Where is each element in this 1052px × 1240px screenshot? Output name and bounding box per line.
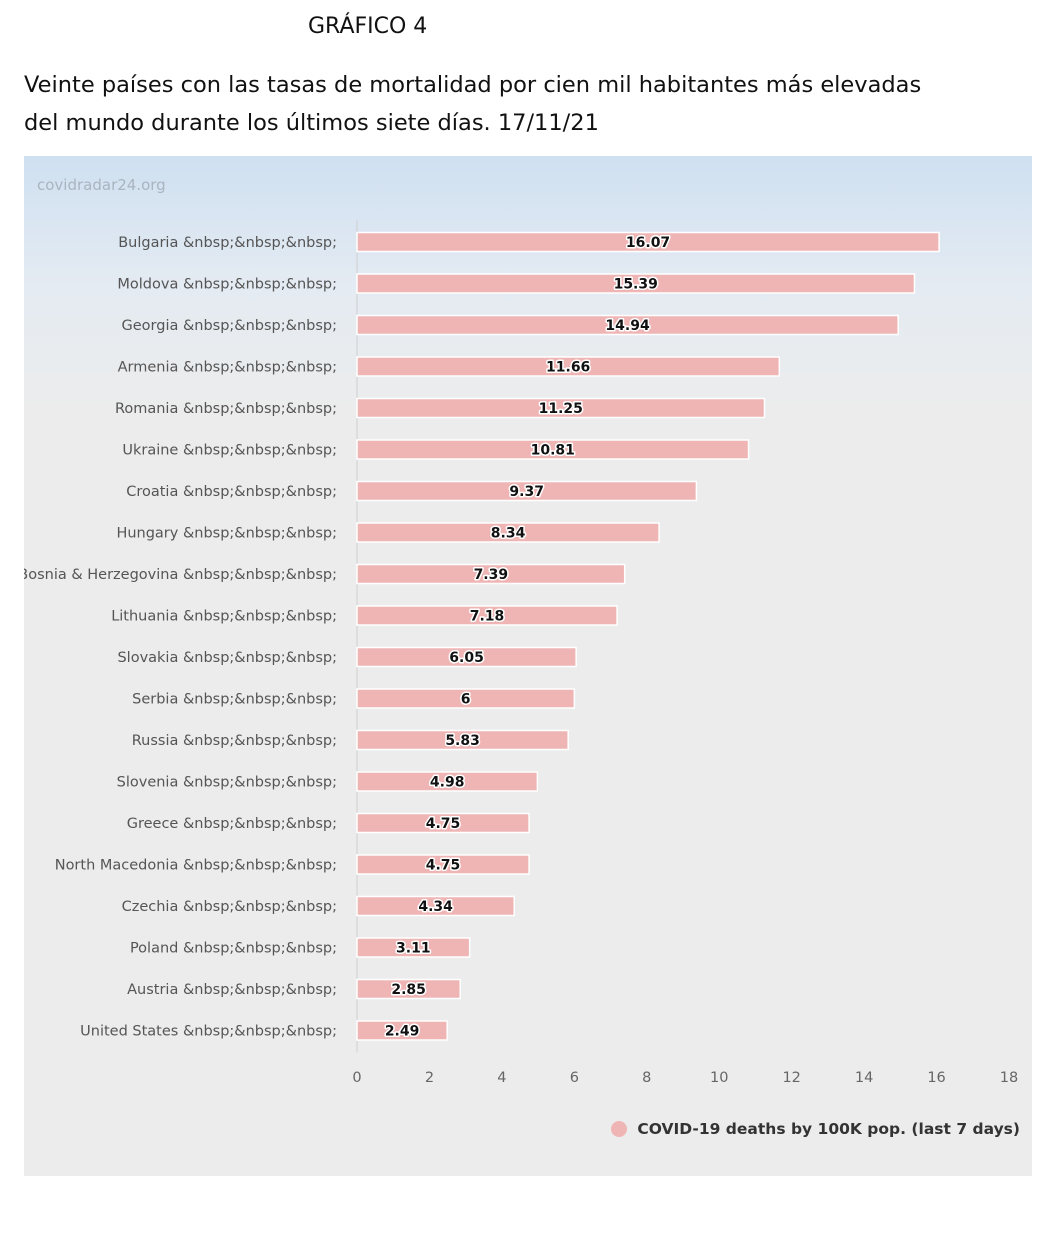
data-label: 8.34 xyxy=(491,526,526,542)
bar xyxy=(356,646,577,668)
bar xyxy=(356,854,530,875)
data-label: 14.94 xyxy=(605,318,650,334)
category-label: United States &nbsp;&nbsp;&nbsp; xyxy=(80,1024,337,1040)
category-label: Czechia &nbsp;&nbsp;&nbsp; xyxy=(122,899,337,915)
bar xyxy=(356,937,471,958)
data-label: 7.18 xyxy=(470,609,505,625)
chart-subtitle: Veinte países con las tasas de mortalida… xyxy=(24,66,1024,142)
data-label: 6.05 xyxy=(449,650,484,666)
category-label: Bosnia & Herzegovina &nbsp;&nbsp;&nbsp; xyxy=(24,567,337,583)
x-tick-label: 18 xyxy=(1000,1070,1018,1086)
data-label: 9.37 xyxy=(509,484,544,500)
legend-label: COVID-19 deaths by 100K pop. (last 7 day… xyxy=(637,1120,1020,1138)
bar xyxy=(356,771,539,792)
subtitle-line-1: Veinte países con las tasas de mortalida… xyxy=(24,72,922,98)
bar xyxy=(356,314,899,336)
bar xyxy=(356,480,698,502)
data-label: 2.85 xyxy=(391,982,426,998)
bar xyxy=(356,729,569,751)
x-tick-label: 0 xyxy=(352,1070,361,1086)
chart-panel: covidradar24.org Bulgaria &nbsp;&nbsp;&n… xyxy=(24,156,1032,1176)
data-label: 6 xyxy=(461,692,471,708)
category-label: Russia &nbsp;&nbsp;&nbsp; xyxy=(132,733,337,749)
category-label: Greece &nbsp;&nbsp;&nbsp; xyxy=(127,816,337,832)
data-label: 3.11 xyxy=(396,941,431,957)
category-label: Lithuania &nbsp;&nbsp;&nbsp; xyxy=(111,609,337,625)
data-label: 4.98 xyxy=(430,775,465,791)
data-label: 11.66 xyxy=(546,360,590,376)
x-tick-label: 16 xyxy=(927,1070,945,1086)
chart-legend[interactable]: COVID-19 deaths by 100K pop. (last 7 day… xyxy=(611,1120,1020,1138)
bar-chart: Bulgaria &nbsp;&nbsp;&nbsp; 16.07 Moldova … xyxy=(24,220,1018,1086)
bar xyxy=(356,439,750,460)
bar xyxy=(356,397,766,419)
category-label: Slovakia &nbsp;&nbsp;&nbsp; xyxy=(117,650,337,666)
data-label: 4.34 xyxy=(418,899,453,915)
category-label: Serbia &nbsp;&nbsp;&nbsp; xyxy=(132,692,337,708)
x-tick-label: 6 xyxy=(570,1070,579,1086)
x-tick-label: 4 xyxy=(497,1070,506,1086)
bar xyxy=(356,273,916,294)
x-tick-label: 2 xyxy=(425,1070,434,1086)
category-label: Armenia &nbsp;&nbsp;&nbsp; xyxy=(118,360,337,376)
bar xyxy=(356,1020,448,1041)
category-label: Romania &nbsp;&nbsp;&nbsp; xyxy=(115,401,337,417)
chart-heading: GRÁFICO 4 xyxy=(308,14,428,39)
x-tick-label: 12 xyxy=(782,1070,800,1086)
bar xyxy=(356,812,530,834)
bar xyxy=(356,688,576,709)
data-label: 10.81 xyxy=(531,443,575,459)
data-label: 15.39 xyxy=(614,277,658,293)
data-label: 7.39 xyxy=(474,567,509,583)
category-label: Poland &nbsp;&nbsp;&nbsp; xyxy=(130,941,337,957)
bar xyxy=(356,563,626,585)
category-label: Hungary &nbsp;&nbsp;&nbsp; xyxy=(116,526,337,542)
data-label: 4.75 xyxy=(426,858,461,874)
category-label: Austria &nbsp;&nbsp;&nbsp; xyxy=(127,982,337,998)
category-label: Bulgaria &nbsp;&nbsp;&nbsp; xyxy=(118,235,337,251)
data-label: 11.25 xyxy=(539,401,583,417)
x-tick-label: 10 xyxy=(710,1070,728,1086)
bar xyxy=(356,895,515,917)
bar xyxy=(356,356,781,377)
data-label: 16.07 xyxy=(626,235,670,251)
data-label: 2.49 xyxy=(385,1024,420,1040)
bar xyxy=(356,231,940,253)
bar xyxy=(356,522,660,543)
category-label: Croatia &nbsp;&nbsp;&nbsp; xyxy=(126,484,337,500)
data-label: 5.83 xyxy=(445,733,480,749)
legend-marker xyxy=(611,1121,628,1137)
bar xyxy=(356,978,461,1000)
category-label: Georgia &nbsp;&nbsp;&nbsp; xyxy=(122,318,338,334)
x-tick-label: 14 xyxy=(855,1070,873,1086)
category-label: North Macedonia &nbsp;&nbsp;&nbsp; xyxy=(55,858,337,874)
category-label: Moldova &nbsp;&nbsp;&nbsp; xyxy=(117,277,337,293)
data-label: 4.75 xyxy=(426,816,461,832)
source-watermark: covidradar24.org xyxy=(37,176,166,194)
bar xyxy=(356,605,618,626)
x-tick-label: 8 xyxy=(642,1070,651,1086)
category-label: Ukraine &nbsp;&nbsp;&nbsp; xyxy=(122,443,337,459)
category-label: Slovenia &nbsp;&nbsp;&nbsp; xyxy=(117,775,337,791)
subtitle-line-2: del mundo durante los últimos siete días… xyxy=(24,110,599,136)
